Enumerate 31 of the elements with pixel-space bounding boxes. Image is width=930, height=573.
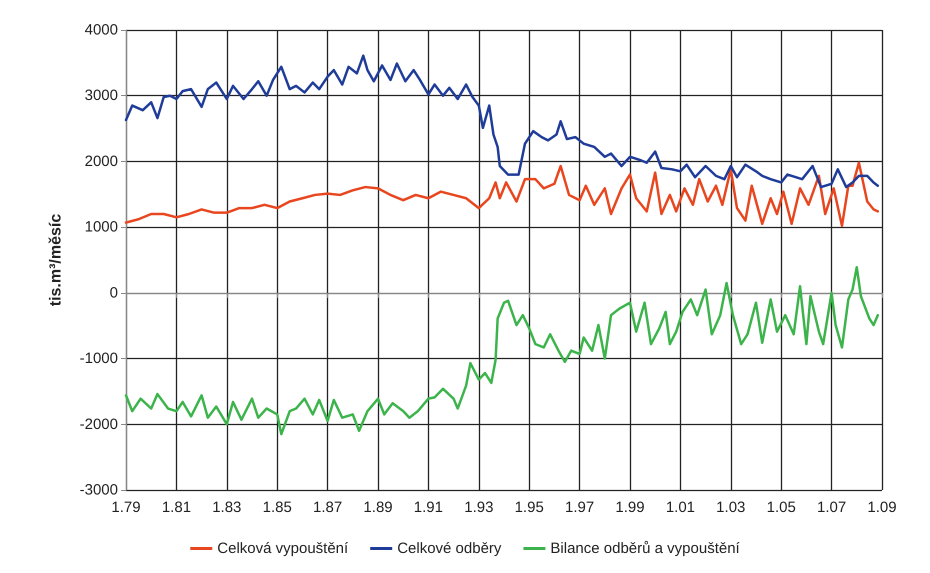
x-tick-label: 1.95: [514, 499, 544, 516]
y-tick-label: 0: [110, 284, 118, 302]
y-tick-label: 1000: [84, 218, 118, 236]
x-tick-label: 1.01: [666, 499, 696, 516]
y-axis-title: tis.m³/měsíc: [48, 214, 64, 306]
x-tick-label: 1.79: [111, 499, 141, 516]
y-tick-label: 2000: [84, 152, 118, 170]
y-tick-label: 4000: [84, 22, 118, 38]
x-tick-label: 1.87: [312, 499, 342, 516]
x-tick-label: 1.85: [262, 499, 292, 516]
y-tick-label: -2000: [80, 416, 118, 433]
x-tick-label: 1.05: [766, 499, 796, 516]
line-series: [124, 54, 880, 188]
y-tick-label: -1000: [80, 350, 118, 368]
x-tick-label: 1.83: [212, 499, 242, 516]
line-series: [124, 161, 880, 228]
line-series: [124, 266, 880, 436]
x-tick-label: 1.07: [816, 499, 846, 516]
y-tick-label: 3000: [84, 87, 118, 104]
x-tick-label: 1.09: [867, 499, 897, 516]
x-tick-label: 1.97: [565, 499, 594, 516]
x-tick-label: 1.81: [162, 499, 192, 516]
legend-label: Bilance odběrů a vypouštění: [550, 540, 741, 557]
x-tick-label: 1.91: [414, 499, 443, 516]
x-tick-label: 1.89: [363, 499, 393, 516]
x-tick-label: 1.99: [615, 499, 645, 516]
x-tick-label: 1.03: [716, 499, 746, 516]
legend-label: Celková vypouštění: [217, 540, 350, 557]
legend-label: Celkové odběry: [397, 540, 502, 557]
x-tick-label: 1.93: [464, 499, 494, 516]
y-tick-label: -3000: [80, 482, 118, 498]
